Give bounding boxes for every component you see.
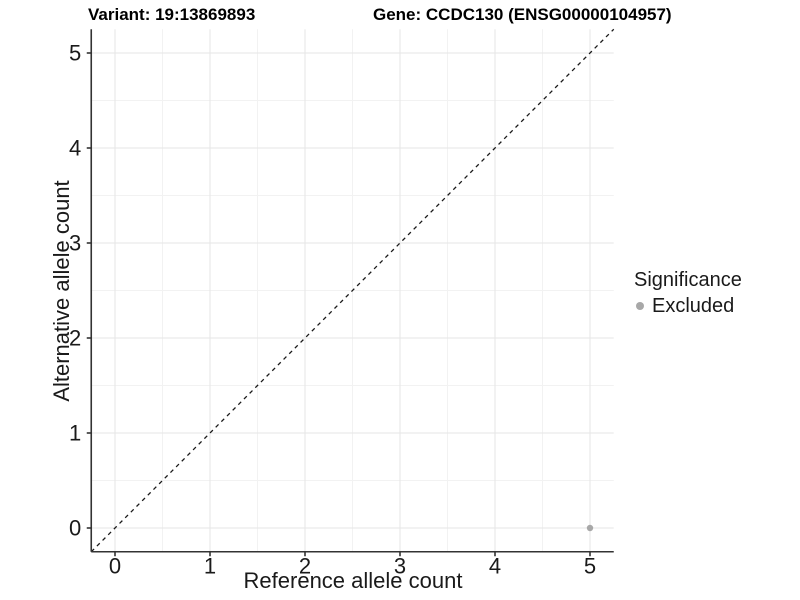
- x-tick-label: 2: [299, 553, 311, 578]
- x-tick-label: 1: [204, 553, 216, 578]
- y-tick-label: 5: [69, 41, 81, 66]
- x-tick-label: 4: [489, 553, 501, 578]
- legend-title: Significance: [634, 269, 742, 291]
- x-tick-label: 5: [584, 553, 596, 578]
- legend-entry-excluded: Excluded: [632, 295, 742, 317]
- y-tick-label: 1: [69, 421, 81, 446]
- y-tick-label: 2: [69, 326, 81, 351]
- plot-title-variant: Variant: 19:13869893: [88, 5, 256, 24]
- y-tick-label: 3: [69, 231, 81, 256]
- y-tick-label: 0: [69, 516, 81, 541]
- legend: Significance Excluded: [632, 269, 742, 317]
- legend-entry-label: Excluded: [652, 295, 735, 317]
- x-axis-title: Reference allele count: [243, 568, 463, 593]
- plot-title-gene: Gene: CCDC130 (ENSG00000104957): [373, 5, 672, 24]
- identity-line: [90, 28, 615, 553]
- y-tick-label: 4: [69, 136, 81, 161]
- y-axis-title: Alternative allele count: [49, 180, 74, 402]
- x-tick-label: 0: [109, 553, 121, 578]
- x-tick-label: 3: [394, 553, 406, 578]
- data-point: [586, 524, 594, 532]
- legend-key-dot-icon: [636, 302, 644, 310]
